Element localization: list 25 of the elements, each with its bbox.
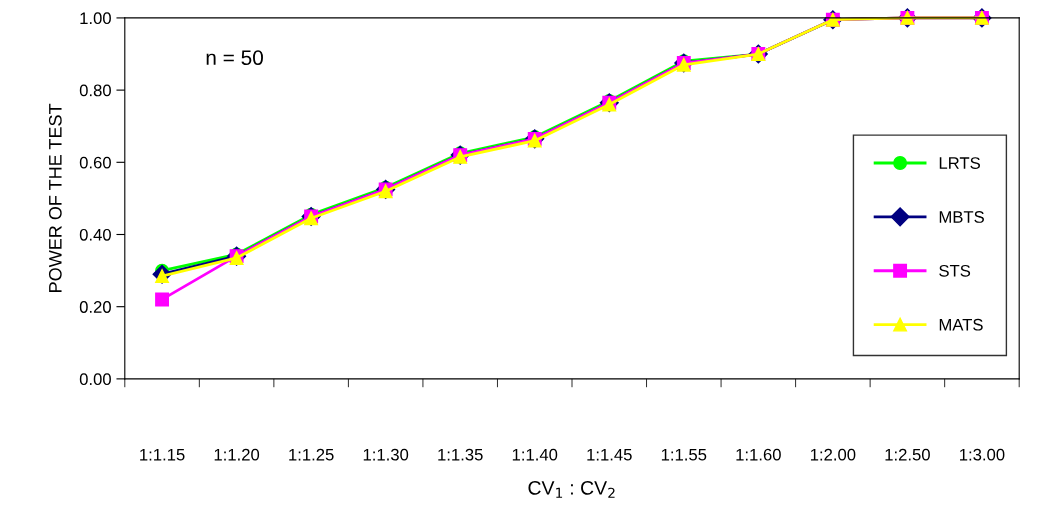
y-tick-label: 0.40: [79, 228, 111, 241]
y-tick-label: 0.80: [79, 84, 111, 97]
x-tick-label: 1:1.25: [289, 448, 334, 461]
x-tick-label: 1:1.55: [661, 448, 707, 461]
y-tick-label: 0.00: [79, 373, 111, 386]
legend-label: LRTS: [939, 157, 980, 169]
x-tick-label: 1:2.00: [810, 448, 856, 461]
x-tick-label: 1:1.60: [736, 448, 781, 461]
y-tick-label: 0.20: [79, 301, 111, 313]
x-tick-label: 1:1.35: [438, 448, 483, 461]
x-tick-label: 1:1.15: [140, 448, 185, 461]
legend-label: STS: [939, 264, 971, 277]
y-tick-label: 0.60: [79, 156, 111, 169]
legend-label: MBTS: [939, 211, 984, 223]
x-tick-label: 1:1.40: [512, 448, 558, 461]
x-tick-label: 1:1.30: [363, 448, 409, 461]
x-tick-label: 1:2.50: [885, 448, 930, 461]
x-tick-label: 1:3.00: [960, 448, 1005, 461]
y-axis-title: POWER OF THE TEST: [48, 103, 62, 292]
x-axis-title: CV$_{1}$ : CV$_{2}$: [528, 481, 615, 498]
y-tick-label: 1.00: [80, 12, 111, 25]
x-tick-label: 1:1.45: [587, 448, 632, 461]
annotation: n = 50: [206, 50, 263, 66]
x-tick-label: 1:1.20: [214, 448, 260, 461]
legend-label: MATS: [939, 318, 983, 331]
